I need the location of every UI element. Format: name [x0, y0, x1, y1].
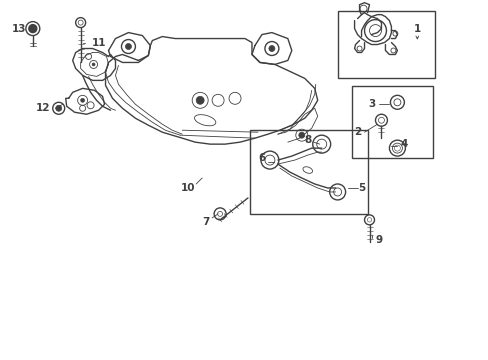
Circle shape [29, 24, 37, 32]
Text: 8: 8 [304, 135, 311, 145]
Circle shape [125, 44, 131, 50]
Text: 4: 4 [400, 139, 407, 149]
Text: 13: 13 [12, 24, 26, 33]
Circle shape [92, 63, 95, 66]
Text: 5: 5 [357, 183, 365, 193]
Circle shape [81, 98, 84, 102]
Text: 12: 12 [36, 103, 50, 113]
Text: 10: 10 [181, 183, 195, 193]
Text: 7: 7 [202, 217, 209, 227]
Bar [337, 11, 434, 78]
Text: 9: 9 [375, 235, 382, 245]
Circle shape [56, 105, 61, 111]
Text: 3: 3 [367, 99, 374, 109]
Circle shape [196, 96, 203, 104]
Text: 2: 2 [353, 127, 361, 137]
Text: 6: 6 [258, 153, 265, 163]
Bar [249, 130, 367, 214]
Bar [351, 86, 432, 158]
Circle shape [298, 132, 304, 138]
Text: 1: 1 [413, 24, 420, 33]
Text: 11: 11 [91, 37, 105, 48]
Circle shape [268, 45, 274, 51]
